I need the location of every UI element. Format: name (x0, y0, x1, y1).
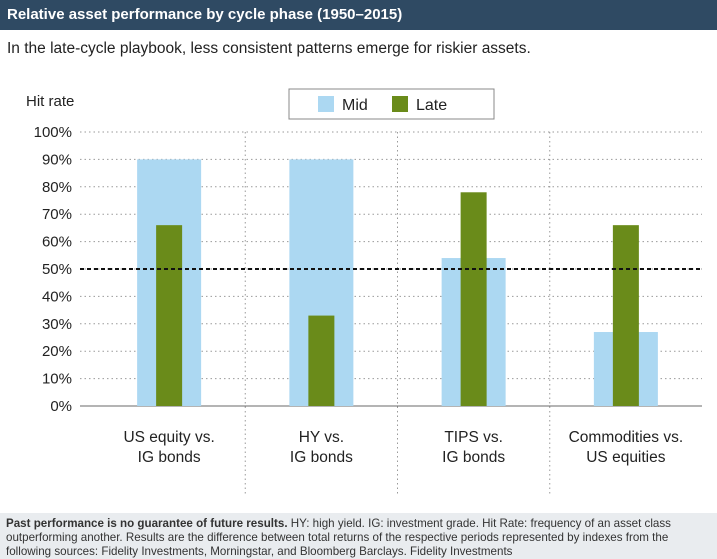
y-tick-label: 70% (42, 206, 72, 223)
category-label-line: HY vs. (299, 429, 344, 446)
category-label: TIPS vs. IG bonds (442, 429, 505, 466)
category-label-line: TIPS vs. (444, 429, 503, 446)
category-label-line: US equity vs. (123, 429, 214, 446)
bar-chart: Hit rate Mid Late 0% 10% 20% 30% 40% 50% 60% 70%… (26, 88, 702, 494)
category-label-line: IG bonds (290, 449, 353, 466)
legend: Mid Late (288, 88, 495, 120)
legend-swatch-late (392, 96, 408, 112)
category-label-line: Commodities vs. (569, 429, 684, 446)
footnote-text: HY: high yield. IG: investment grade. Hi… (6, 517, 671, 558)
footer: Past performance is no guarantee of futu… (0, 513, 717, 559)
bar-late (156, 225, 183, 406)
chart-title: Relative asset performance by cycle phas… (7, 6, 403, 23)
category-label: Commodities vs. US equities (569, 429, 684, 466)
title-bar: Relative asset performance by cycle phas… (0, 0, 717, 30)
y-ticks: 0% 10% 20% 30% 40% 50% 60% 70% 80% 90% 100% (34, 124, 72, 415)
bar-late (308, 315, 335, 406)
y-tick-label: 90% (42, 151, 72, 168)
chart-subtitle: In the late-cycle playbook, less consist… (7, 40, 531, 57)
y-tick-label: 20% (42, 343, 72, 360)
legend-label-mid: Mid (342, 97, 368, 114)
footnote: Past performance is no guarantee of futu… (6, 517, 714, 558)
category-label-line: IG bonds (138, 449, 201, 466)
category-label: HY vs. IG bonds (290, 429, 353, 466)
bars (80, 159, 702, 406)
y-axis-label: Hit rate (26, 93, 74, 110)
legend-label-late: Late (416, 97, 447, 114)
y-tick-label: 10% (42, 371, 72, 388)
category-label-line: US equities (586, 449, 666, 466)
y-tick-label: 30% (42, 316, 72, 333)
category-label: US equity vs. IG bonds (123, 429, 214, 466)
y-tick-label: 60% (42, 234, 72, 251)
bar-late (612, 225, 639, 406)
y-tick-label: 50% (42, 261, 72, 278)
y-tick-label: 100% (34, 124, 72, 141)
y-tick-label: 80% (42, 179, 72, 196)
legend-swatch-mid (318, 96, 334, 112)
y-tick-label: 40% (42, 288, 72, 305)
footnote-bold: Past performance is no guarantee of futu… (6, 517, 288, 530)
bar-late (460, 192, 487, 406)
category-label-line: IG bonds (442, 449, 505, 466)
y-tick-label: 0% (50, 398, 72, 415)
